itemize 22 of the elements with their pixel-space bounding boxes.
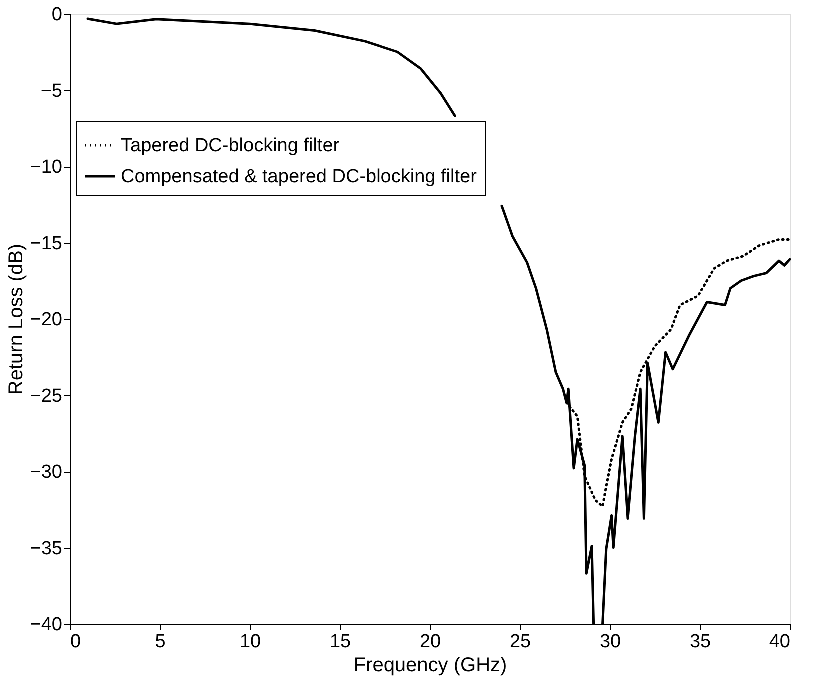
- y-tick-label: −20: [30, 310, 62, 330]
- y-tick-label: −25: [30, 386, 62, 407]
- x-tick-label: 30: [600, 632, 622, 652]
- y-tick-label: −10: [30, 157, 62, 178]
- x-tick-label: 0: [70, 632, 82, 652]
- y-tick-label: −5: [40, 80, 62, 102]
- y-tick-label: −30: [30, 462, 62, 483]
- y-tick-label: −35: [30, 538, 62, 560]
- y-tick-label: −15: [30, 233, 62, 254]
- y-axis-title: Return Loss (dB): [5, 244, 28, 396]
- x-tick-label: 5: [155, 632, 166, 652]
- x-tick-label: 15: [330, 632, 352, 652]
- x-tick-label: 40: [769, 632, 790, 652]
- y-tick-label: −40: [30, 614, 62, 636]
- x-tick-label: 20: [420, 632, 442, 652]
- x-tick-label: 35: [690, 632, 712, 652]
- x-tick-label: 10: [240, 632, 262, 652]
- x-tick-label: 25: [510, 632, 532, 652]
- legend-label: Tapered DC-blocking filter: [121, 136, 340, 156]
- legend-label: Compensated & tapered DC-blocking filter: [121, 166, 478, 188]
- x-axis-title: Frequency (GHz): [354, 654, 508, 676]
- y-tick-label: 0: [52, 4, 62, 26]
